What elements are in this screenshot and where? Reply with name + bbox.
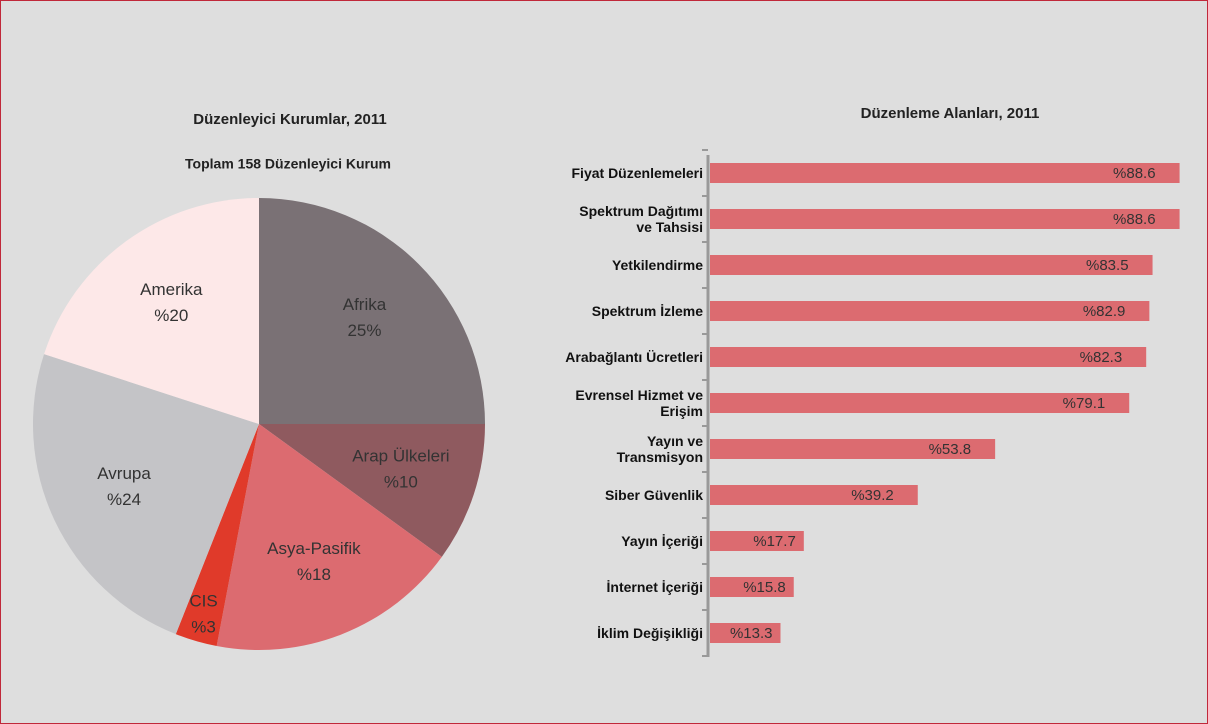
bar-value: %83.5 [1086,257,1129,274]
bar-label: Spektrum İzleme [591,303,703,319]
slice-value: %18 [297,565,331,584]
pie-slice [33,354,259,635]
pie-slice [259,424,485,557]
bar-label: İnternet İçeriği [606,579,703,595]
pie-slice [259,198,485,424]
bar-value: %39.2 [851,487,894,504]
bar [710,393,1130,413]
slice-value: %3 [191,617,216,636]
bar-label: Yayın ve Transmisyon [616,433,703,465]
bar [710,163,1180,183]
bar-label: İklim Değişikliği [597,625,703,641]
pie-slice [216,424,442,650]
bar-value: %82.9 [1083,303,1126,320]
bar-value: %13.3 [730,625,773,642]
bar-label: Yayın İçeriği [621,533,703,549]
pie-subtitle: Toplam 158 Düzenleyici Kurum [185,156,391,172]
pie-slice [175,424,259,646]
bar-label: Yetkilendirme [611,257,703,273]
slice-label: CIS [189,591,217,610]
pie-title: Düzenleyici Kurumlar, 2011 [193,111,386,128]
pie-slice [44,198,260,424]
bar-value: %15.8 [743,579,786,596]
bar [710,255,1153,275]
bar-label: Arabağlantı Ücretleri [565,349,703,365]
bar [710,531,804,551]
bar [710,485,918,505]
slice-value: %20 [154,306,188,325]
slice-label: Afrika [343,295,387,314]
bar-value: %53.8 [929,441,972,458]
bar-value: %79.1 [1063,395,1106,412]
bar [710,209,1180,229]
slice-label: Arap Ülkeleri [352,447,449,466]
bar [710,301,1150,321]
bar-value: %82.3 [1080,349,1123,366]
slice-label: Amerika [140,280,203,299]
slice-value: %24 [107,490,141,509]
bar-label: Evrensel Hizmet ve Erişim [575,387,703,419]
bar-value: %88.6 [1113,211,1156,228]
bar-label: Siber Güvenlik [604,487,703,503]
slice-label: Avrupa [97,464,151,483]
bar [710,439,996,459]
bar-title: Düzenleme Alanları, 2011 [861,105,1040,122]
bar [710,347,1147,367]
slice-label: Asya-Pasifik [267,539,361,558]
slice-value: 25% [347,321,381,340]
slice-value: %10 [384,473,418,492]
bar [710,577,794,597]
bar-label: Spektrum Dağıtımı ve Tahsisi [579,203,703,235]
bar [710,623,781,643]
bar-value: %88.6 [1113,165,1156,182]
bar-value: %17.7 [753,533,796,550]
bar-label: Fiyat Düzenlemeleri [571,165,704,181]
